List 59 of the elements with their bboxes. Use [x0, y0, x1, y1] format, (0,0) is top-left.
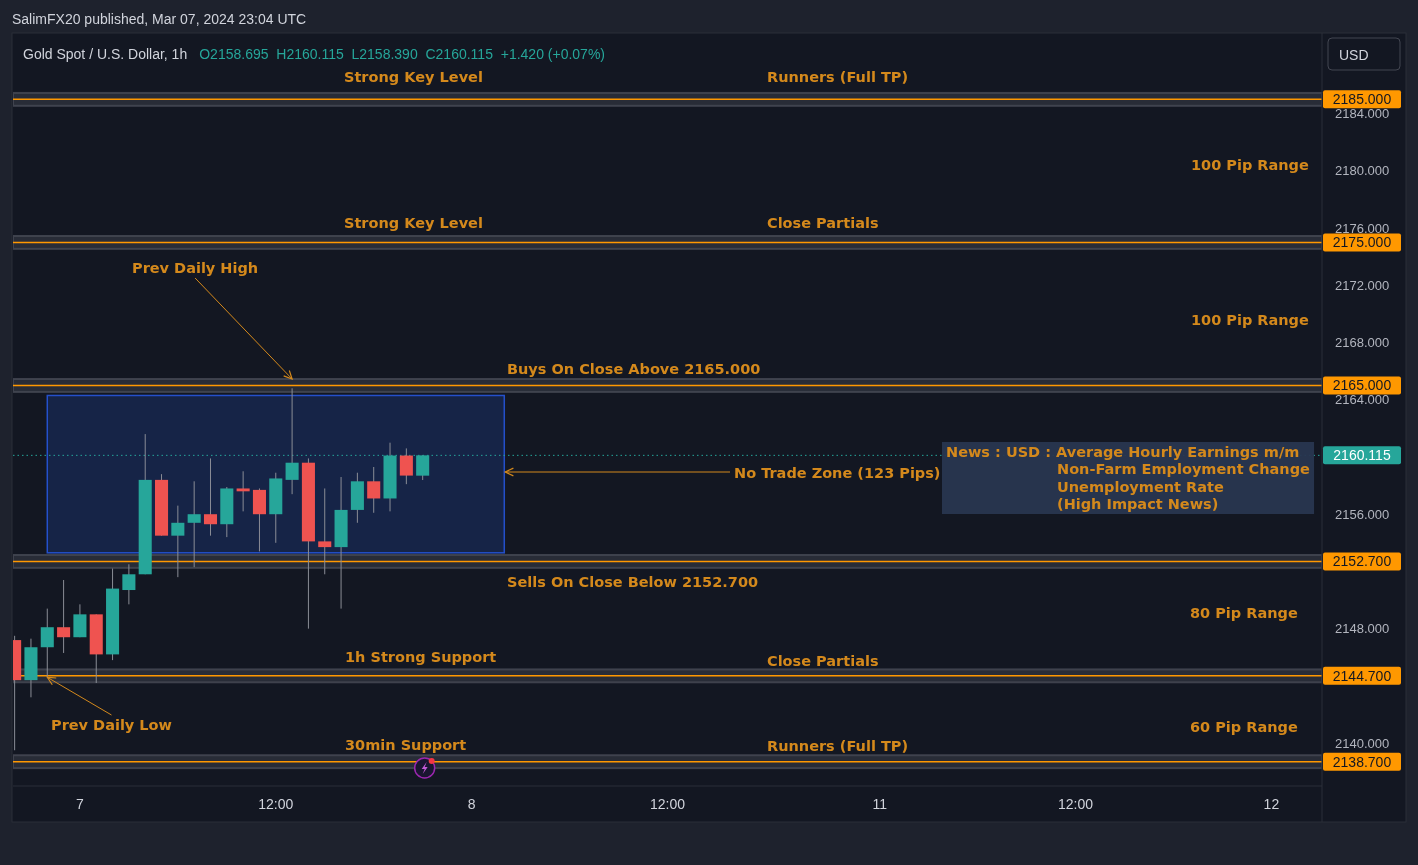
candlestick: [171, 505, 185, 578]
text: O2158.695 H2160.115 L2158.390 C2160.115 +1.420 (+0.07%): [199, 46, 606, 62]
y-tick-label: 2140.000: [1335, 735, 1390, 751]
annotation: 100 Pip Range: [1191, 157, 1309, 173]
candlestick: [399, 447, 413, 485]
ref-line-label: 2165.000: [1332, 377, 1392, 394]
annotation: Strong Key Level: [344, 69, 483, 85]
annotation: Close Partials: [767, 215, 879, 231]
annotation: Strong Key Level: [344, 215, 483, 231]
annotation: Non-Farm Employment Change: [1057, 461, 1311, 477]
ref-line-label: 2152.700: [1332, 553, 1392, 570]
x-tick-label: 7: [76, 796, 85, 812]
text: Gold Spot / U.S. Dollar, 1h: [23, 46, 188, 62]
candlestick: [187, 480, 201, 568]
x-tick-label: 11: [872, 796, 888, 812]
x-tick-label: 8: [467, 796, 476, 812]
annotation: 30min Support: [345, 737, 467, 753]
ref-line-label: 2138.700: [1332, 753, 1392, 770]
y-tick-label: 2176.000: [1335, 220, 1390, 236]
x-tick-label: 12: [1263, 796, 1280, 812]
y-axis-title: USD: [1339, 47, 1369, 63]
annotation: 60 Pip Range: [1190, 719, 1298, 735]
annotation: Unemployment Rate: [1057, 479, 1224, 495]
x-tick-label: 12:00: [1058, 796, 1094, 812]
candlestick: [318, 487, 332, 575]
annotation: 1h Strong Support: [345, 649, 497, 665]
ref-line-label: 2160.115: [1333, 447, 1391, 464]
band-label: No Trade Zone (123 Pips): [734, 465, 941, 481]
text: SalimFX20 published, Mar 07, 2024 23:04 UTC: [12, 11, 307, 27]
annotation: News : USD : Average Hourly Earnings m/m: [946, 444, 1300, 460]
x-tick-label: 12:00: [258, 796, 294, 812]
candlestick: [73, 603, 87, 638]
y-tick-label: 2180.000: [1335, 163, 1390, 179]
annotation: (High Impact News): [1057, 496, 1219, 512]
annotation: 80 Pip Range: [1190, 605, 1298, 621]
annotation: Sells On Close Below 2152.700: [507, 574, 759, 590]
annotation: Runners (Full TP): [767, 738, 909, 754]
candlestick: [57, 579, 71, 654]
y-tick-label: 2168.000: [1335, 335, 1390, 351]
candlestick: [122, 563, 136, 605]
candlestick: [367, 466, 381, 514]
y-tick-label: 2184.000: [1335, 106, 1390, 122]
candlestick: [236, 470, 250, 512]
y-tick-label: 2172.000: [1335, 277, 1390, 293]
x-tick-label: 12:00: [649, 796, 686, 812]
annotation: Close Partials: [767, 653, 879, 669]
candlestick: [203, 457, 218, 537]
annotation: Buys On Close Above 2165.000: [507, 361, 761, 377]
annotation: 100 Pip Range: [1191, 312, 1309, 328]
annotation: Runners (Full TP): [767, 69, 909, 85]
band-label: Prev Daily High: [132, 260, 259, 276]
annotation: Prev Daily Low: [51, 717, 172, 733]
ref-line-label: 2144.700: [1332, 667, 1392, 684]
ref-line-label: 2185.000: [1332, 91, 1392, 108]
y-tick-label: 2164.000: [1335, 392, 1390, 408]
candlestick: [40, 608, 54, 678]
y-tick-label: 2148.000: [1335, 621, 1390, 637]
ref-line-label: 2175.000: [1332, 234, 1392, 251]
y-tick-label: 2156.000: [1335, 506, 1390, 522]
